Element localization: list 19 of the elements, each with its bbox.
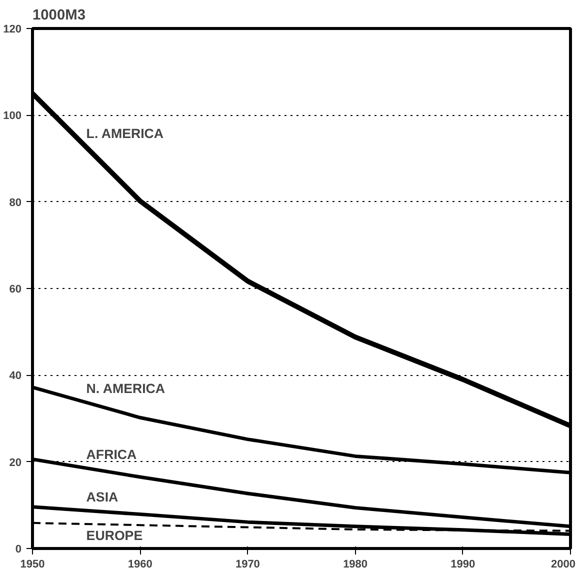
- x-tick-label: 1990: [450, 558, 476, 570]
- x-tick-label: 1980: [343, 558, 368, 570]
- x-tick-label: 1960: [128, 558, 152, 570]
- y-tick-label: 20: [9, 456, 22, 469]
- series-label: ASIA: [86, 489, 119, 504]
- y-tick-label: 40: [9, 370, 22, 382]
- y-tick-label: 100: [3, 110, 22, 122]
- y-tick-label: 80: [9, 196, 22, 209]
- series-label: AFRICA: [86, 446, 138, 462]
- x-tick-label: 1970: [235, 558, 260, 570]
- y-tick-label: 0: [15, 544, 22, 556]
- y-axis-title: 1000M3: [32, 8, 86, 24]
- y-tick-label: 120: [3, 24, 22, 36]
- x-tick-label: 2000: [551, 558, 576, 570]
- y-tick-label: 60: [9, 284, 22, 296]
- x-tick-label: 1950: [20, 558, 45, 570]
- series-label: L. AMERICA: [86, 126, 164, 141]
- series-label: EUROPE: [86, 528, 143, 544]
- series-label: N. AMERICA: [86, 381, 166, 396]
